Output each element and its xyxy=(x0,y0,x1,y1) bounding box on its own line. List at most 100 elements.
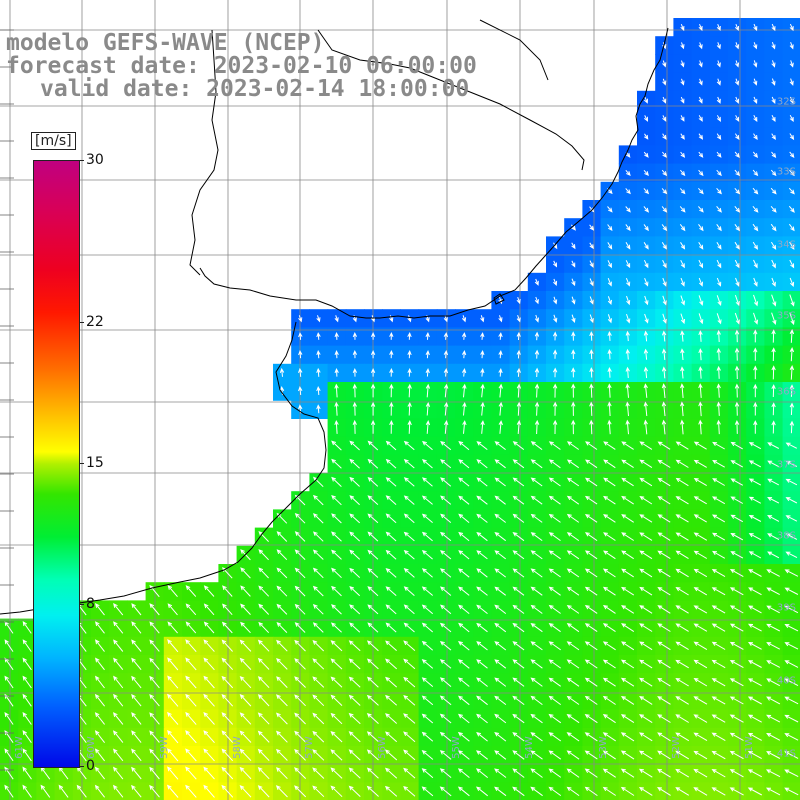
wind-arrow xyxy=(785,478,798,486)
wind-arrow xyxy=(734,383,740,398)
wind-arrow xyxy=(548,586,561,596)
wind-arrow xyxy=(312,603,324,615)
wind-arrow xyxy=(620,786,635,796)
wind-arrow xyxy=(789,294,795,307)
wind-arrow xyxy=(661,224,668,232)
wind-arrow xyxy=(530,568,543,578)
wind-arrow xyxy=(352,419,357,434)
wind-arrow xyxy=(421,677,434,687)
wind-arrow xyxy=(621,441,634,450)
wind-arrow xyxy=(462,383,467,398)
wind-arrow xyxy=(748,569,762,577)
wind-arrow xyxy=(494,568,507,578)
wind-arrow xyxy=(494,586,507,596)
wind-arrow xyxy=(698,224,704,232)
wind-arrow xyxy=(693,568,708,578)
wind-arrow xyxy=(494,695,507,705)
wind-arrow xyxy=(312,694,325,707)
wind-arrow xyxy=(753,133,758,140)
wind-arrow xyxy=(389,401,394,416)
wind-arrow xyxy=(94,621,105,634)
wind-arrow xyxy=(584,477,598,487)
wind-arrow xyxy=(512,732,525,742)
wind-arrow xyxy=(22,675,32,689)
wind-arrow xyxy=(512,586,525,596)
wind-arrow xyxy=(458,622,470,633)
wind-arrow xyxy=(257,748,270,761)
wind-arrow xyxy=(548,641,561,651)
wind-arrow xyxy=(440,477,452,487)
wind-arrow xyxy=(566,768,580,778)
wind-arrow xyxy=(711,659,726,669)
wind-arrow xyxy=(167,711,179,725)
wind-arrow xyxy=(639,623,653,632)
wind-arrow xyxy=(440,586,452,596)
wind-arrow xyxy=(407,315,412,323)
wind-arrow xyxy=(131,730,142,743)
wind-arrow xyxy=(166,784,179,798)
wind-arrow xyxy=(589,367,594,378)
wind-arrow xyxy=(734,42,740,50)
wind-arrow xyxy=(131,675,142,689)
wind-arrow xyxy=(662,295,667,306)
wind-arrow xyxy=(548,659,561,669)
wind-arrow xyxy=(348,694,361,706)
wind-arrow xyxy=(240,621,251,634)
wind-arrow xyxy=(530,623,543,633)
wind-arrow xyxy=(625,383,630,398)
wind-arrow xyxy=(748,587,762,596)
wind-arrow xyxy=(638,768,653,778)
wind-arrow xyxy=(185,693,197,707)
wind-arrow xyxy=(330,767,343,779)
wind-arrow xyxy=(747,787,763,796)
wind-arrow xyxy=(185,748,197,762)
wind-arrow xyxy=(566,641,580,651)
wind-arrow xyxy=(348,767,361,779)
wind-arrow xyxy=(621,605,635,614)
wind-arrow xyxy=(711,496,726,505)
wind-arrow xyxy=(312,494,324,506)
wind-arrow xyxy=(770,187,777,195)
wind-arrow xyxy=(516,367,521,377)
wind-arrow xyxy=(734,60,740,68)
wind-arrow xyxy=(662,313,667,324)
wind-arrow xyxy=(512,641,525,651)
wind-arrow xyxy=(711,750,726,760)
longitude-label: 54W xyxy=(523,736,535,759)
wind-arrow xyxy=(316,350,321,359)
wind-arrow xyxy=(349,567,361,578)
wind-arrow xyxy=(716,329,721,343)
wind-arrow xyxy=(131,639,142,652)
wind-arrow xyxy=(95,675,105,689)
wind-arrow xyxy=(275,712,288,725)
wind-arrow xyxy=(662,259,667,269)
wind-arrow xyxy=(494,677,507,687)
wind-arrow xyxy=(298,386,303,396)
wind-arrow xyxy=(112,712,124,725)
wind-arrow xyxy=(716,151,722,158)
wind-arrow xyxy=(693,605,708,614)
wind-arrow xyxy=(167,603,178,616)
wind-arrow xyxy=(461,332,467,340)
wind-arrow xyxy=(784,605,799,614)
wind-arrow xyxy=(385,440,397,451)
wind-arrow xyxy=(276,676,288,688)
wind-arrow xyxy=(494,641,507,651)
wind-arrow xyxy=(789,384,795,397)
wind-arrow xyxy=(603,550,616,560)
wind-arrow xyxy=(457,786,470,797)
wind-arrow xyxy=(476,586,488,596)
wind-arrow xyxy=(421,749,434,760)
wind-arrow xyxy=(680,60,685,68)
wind-arrow xyxy=(735,115,740,122)
wind-arrow xyxy=(276,567,288,579)
wind-arrow xyxy=(771,402,776,416)
wind-arrow xyxy=(789,78,794,86)
wind-arrow xyxy=(675,514,689,523)
wind-arrow xyxy=(621,550,634,560)
wind-arrow xyxy=(716,60,721,68)
wind-arrow xyxy=(571,419,576,435)
wind-arrow xyxy=(766,569,780,577)
wind-arrow xyxy=(530,495,543,505)
wind-arrow xyxy=(239,694,252,707)
